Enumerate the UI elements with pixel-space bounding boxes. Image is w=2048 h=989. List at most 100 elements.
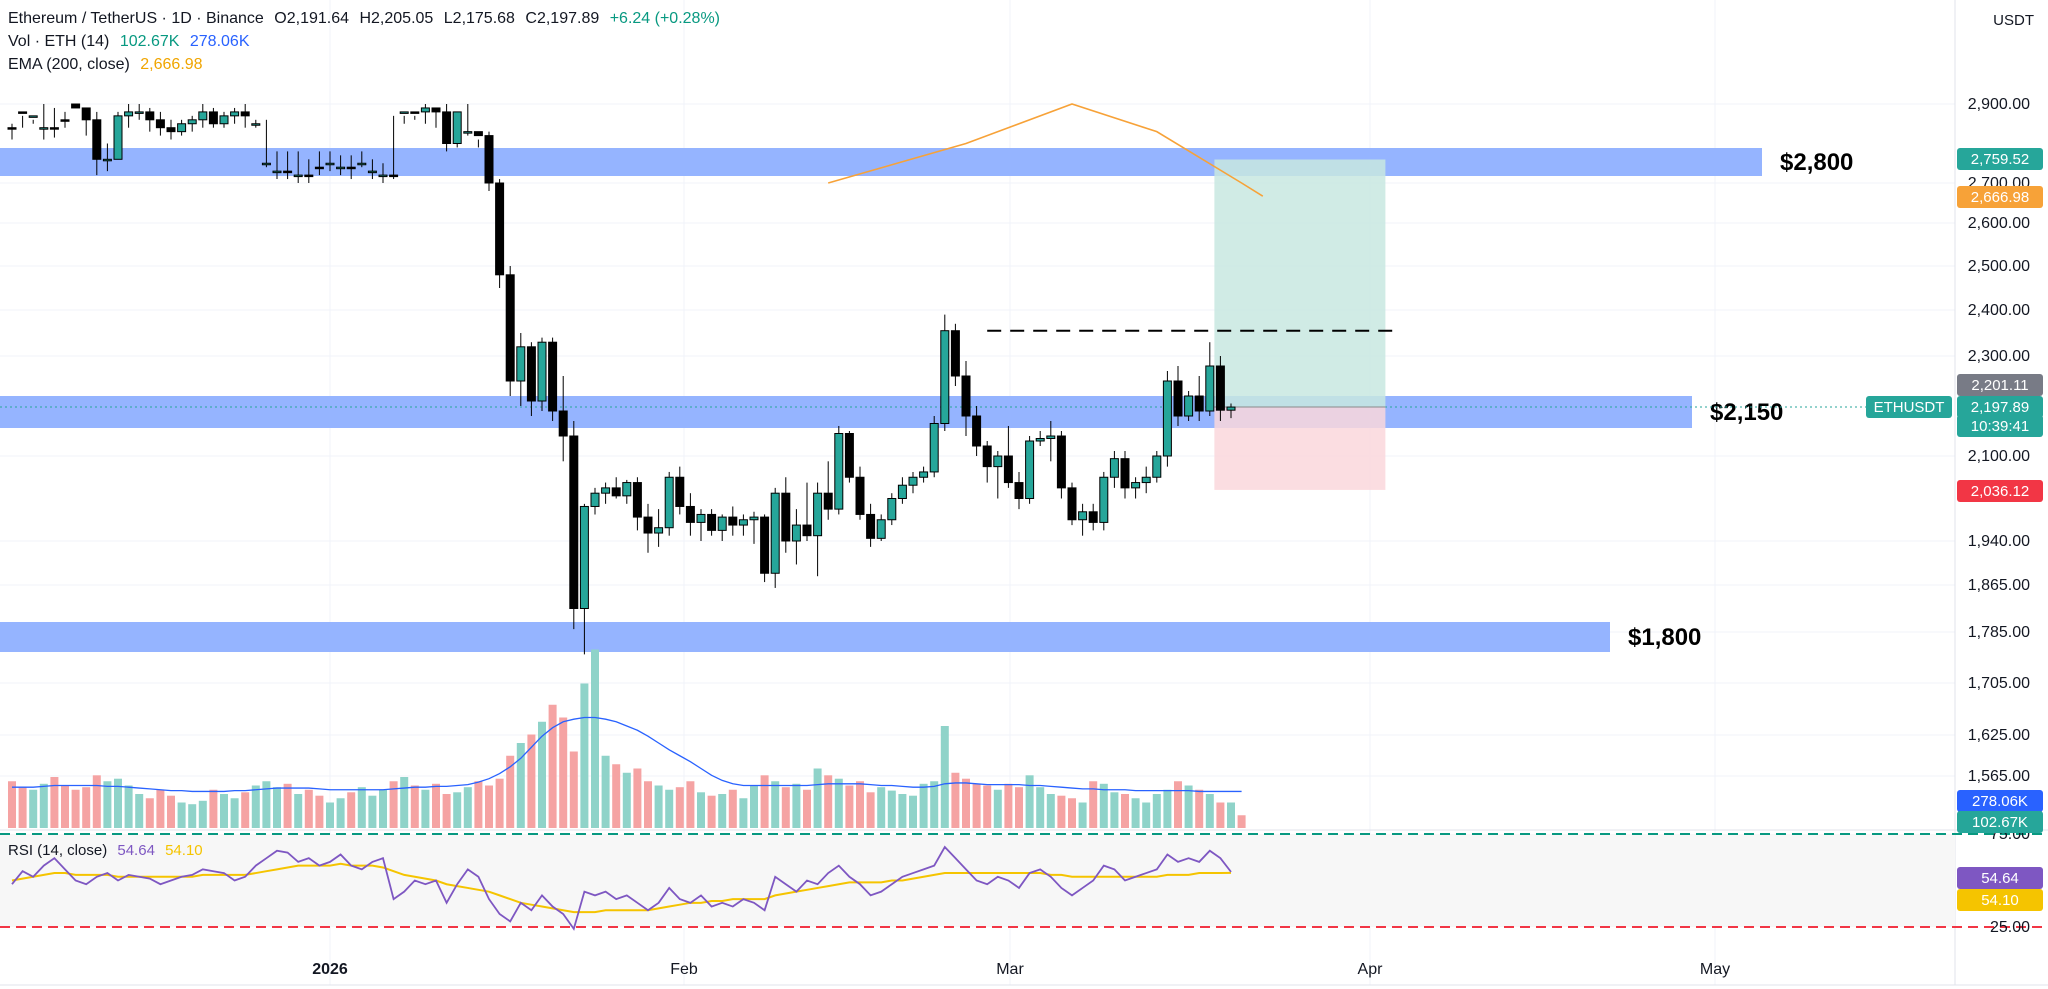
volume-bar <box>559 717 568 828</box>
volume-bar <box>8 781 16 828</box>
volume-bar <box>114 778 122 828</box>
volume-bar <box>379 789 387 828</box>
candle-body <box>240 111 250 117</box>
volume-bar <box>813 768 822 828</box>
countdown-badge: 10:39:41 <box>1971 418 2029 435</box>
volume-bar <box>1015 787 1023 828</box>
rsi-legend[interactable]: RSI (14, close) 54.64 54.10 <box>8 842 209 859</box>
price-axis[interactable]: 2,900.002,700.002,600.002,500.002,400.00… <box>1968 96 2030 936</box>
volume-bar <box>940 726 949 828</box>
candle-body <box>1088 511 1098 523</box>
candle-body <box>420 107 430 113</box>
volume-bar <box>400 777 409 828</box>
volume-legend[interactable]: Vol · ETH (14) 102.67K 278.06K <box>8 33 255 51</box>
candle-body <box>791 524 801 542</box>
candle-body <box>569 435 579 609</box>
candle-body <box>834 433 844 510</box>
volume-bar <box>930 781 939 828</box>
volume-bar <box>866 792 875 828</box>
zone-label: $2,150 <box>1710 399 1783 426</box>
time-axis[interactable]: 2026 Feb Mar Apr May <box>312 961 1730 978</box>
candle-body <box>1162 380 1172 457</box>
ema-price-badge-bg <box>1957 186 2043 208</box>
volume-bar <box>294 794 303 828</box>
candle-body <box>71 103 81 109</box>
volume-bar <box>1004 783 1013 828</box>
candle-body <box>855 476 865 515</box>
rsi-label: RSI (14, close) <box>8 842 108 859</box>
volume-bar <box>962 778 970 828</box>
candle-body <box>1067 487 1077 521</box>
stop-price-badge-bg <box>1957 480 2043 502</box>
symbol-badge-bg <box>1866 396 1952 418</box>
volume-bar <box>1099 783 1108 828</box>
ema-legend[interactable]: EMA (200, close) 2,666.98 <box>8 56 209 74</box>
candle-body <box>866 513 876 539</box>
volume-bar <box>665 789 674 828</box>
symbol-title[interactable]: Ethereum / TetherUS · 1D · Binance <box>8 10 264 27</box>
ema-200-line <box>827 103 1264 197</box>
time-tick-label: 2026 <box>312 961 348 978</box>
volume-bar <box>124 785 133 828</box>
candle-body <box>495 182 505 276</box>
candle-body <box>972 415 982 447</box>
price-tick-label: 1,625.00 <box>1968 727 2030 744</box>
candle-body <box>251 123 261 126</box>
volume-bar <box>633 768 642 828</box>
candle-body <box>1173 380 1183 417</box>
candle-body <box>622 482 632 497</box>
volume-bar <box>771 781 780 828</box>
volume-bar <box>877 787 886 828</box>
volume-bar <box>188 804 197 828</box>
volume-bar <box>347 792 356 828</box>
rsi-ma-badge: 54.10 <box>1981 892 2019 909</box>
candle-body <box>304 174 314 178</box>
volume-bar <box>1068 798 1076 828</box>
volume-bar <box>1216 802 1225 828</box>
volume-bar <box>326 802 334 828</box>
long-position-tool[interactable] <box>987 159 1401 490</box>
candle-body <box>39 127 49 130</box>
volume-bar <box>516 743 525 828</box>
volume-bar <box>569 751 578 828</box>
candle-body <box>1056 435 1066 489</box>
last-price-badge-bg <box>1957 396 2043 418</box>
candle-body <box>367 170 377 174</box>
volume-bar <box>1025 775 1034 828</box>
volume-bar <box>103 781 112 828</box>
volume-bar <box>1142 802 1151 828</box>
candle-body <box>473 131 483 137</box>
rsi-ma-badge-bg <box>1957 889 2043 911</box>
candle-body <box>293 174 303 178</box>
volume-bar <box>71 789 80 828</box>
ohlc-close: C2,197.89 <box>525 10 600 27</box>
candle-body <box>1003 455 1013 484</box>
candle-body <box>18 111 28 114</box>
candle-body <box>537 341 547 402</box>
volume-bar <box>198 800 207 828</box>
zone-label: $2,800 <box>1780 149 1853 176</box>
volume-bar <box>1057 795 1066 828</box>
candle-body <box>1141 476 1151 484</box>
currency-label[interactable]: USDT <box>1993 12 2034 29</box>
target-price-badge-bg <box>1957 148 2043 170</box>
price-tick-label: 1,940.00 <box>1968 533 2030 550</box>
volume-bar <box>251 785 260 828</box>
candle-body <box>611 487 621 497</box>
volume-bar <box>580 683 589 828</box>
candle-body <box>643 516 653 534</box>
candle-body <box>1152 455 1162 478</box>
stop-price-badge: 2,036.12 <box>1971 483 2029 500</box>
volume-value: 102.67K <box>119 33 180 50</box>
volume-bar <box>1174 781 1182 828</box>
volume-bar <box>1089 781 1098 828</box>
volume-label: Vol · ETH (14) <box>8 33 110 50</box>
candle-body <box>696 513 706 523</box>
candle-body <box>940 330 950 425</box>
volume-bar <box>421 789 430 828</box>
candle-body <box>1120 458 1130 489</box>
volume-bar <box>18 787 27 828</box>
volume-bar <box>156 789 165 828</box>
candle-body <box>325 162 335 166</box>
